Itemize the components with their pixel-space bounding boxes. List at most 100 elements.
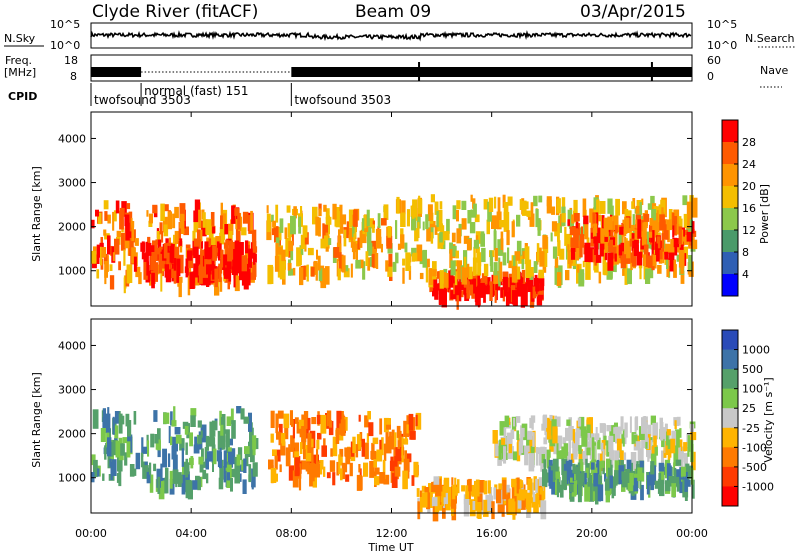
heatmap-cell — [519, 438, 523, 453]
heatmap-cell — [181, 448, 184, 467]
heatmap-cell — [202, 212, 206, 228]
heatmap-cell — [594, 433, 600, 440]
heatmap-cell — [109, 264, 113, 271]
heatmap-cell — [602, 248, 607, 265]
heatmap-cell — [330, 448, 333, 457]
heatmap-cell — [411, 247, 417, 257]
velocity-ylabel: Slant Range [km] — [30, 372, 43, 468]
heatmap-cell — [577, 417, 582, 427]
heatmap-cell — [280, 441, 286, 456]
heatmap-cell — [411, 475, 415, 486]
heatmap-cell — [115, 200, 120, 214]
heatmap-cell — [433, 476, 440, 485]
nsearch-tick-low: 10^0 — [707, 39, 737, 52]
heatmap-cell — [511, 478, 517, 488]
heatmap-cell — [204, 447, 208, 462]
heatmap-cell — [599, 423, 606, 433]
heatmap-cell — [451, 232, 456, 243]
heatmap-cell — [498, 273, 501, 287]
heatmap-cell — [634, 229, 639, 240]
freq-label-line2: [MHz] — [4, 66, 36, 79]
colorbar-tick-label: 1000 — [742, 344, 770, 357]
heatmap-cell — [447, 487, 450, 505]
heatmap-cell — [461, 200, 467, 210]
heatmap-cell — [652, 447, 658, 456]
nsky-series — [90, 30, 692, 42]
heatmap-cell — [418, 198, 423, 214]
heatmap-cell — [417, 501, 420, 520]
heatmap-cell — [371, 253, 375, 268]
x-tick-label: 08:00 — [275, 527, 307, 540]
heatmap-cell — [156, 439, 161, 451]
heatmap-cell — [597, 484, 604, 502]
heatmap-cell — [103, 200, 109, 210]
heatmap-cell — [169, 470, 173, 489]
heatmap-cell — [472, 280, 475, 292]
heatmap-cell — [248, 464, 252, 483]
heatmap-cell — [526, 431, 531, 450]
heatmap-cell — [119, 210, 124, 230]
heatmap-cell — [200, 461, 207, 468]
heatmap-cell — [266, 213, 271, 233]
heatmap-cell — [312, 206, 318, 225]
heatmap-cell — [543, 459, 546, 472]
heatmap-cell — [569, 249, 572, 269]
heatmap-cell — [632, 250, 637, 267]
heatmap-cell — [532, 286, 537, 299]
heatmap-cell — [325, 208, 330, 220]
heatmap-cell — [470, 194, 473, 202]
colorbar-tick-label: 20 — [742, 180, 756, 193]
heatmap-cell — [208, 436, 215, 447]
heatmap-cell — [573, 466, 577, 474]
heatmap-cell — [549, 470, 553, 489]
heatmap-cell — [373, 451, 377, 468]
heatmap-cell — [439, 232, 443, 243]
heatmap-cell — [687, 435, 694, 452]
heatmap-cell — [500, 287, 504, 298]
heatmap-cell — [408, 265, 412, 280]
heatmap-cell — [248, 248, 254, 259]
heatmap-cell — [652, 220, 658, 234]
heatmap-cell — [452, 245, 457, 257]
date-title: 03/Apr/2015 — [580, 2, 686, 22]
heatmap-cell — [283, 413, 290, 429]
heatmap-cell — [432, 269, 437, 277]
heatmap-cell — [604, 473, 607, 482]
heatmap-cell — [565, 460, 571, 470]
heatmap-cell — [221, 436, 226, 450]
heatmap-cell — [397, 440, 400, 449]
heatmap-cell — [185, 479, 192, 499]
heatmap-cell — [290, 268, 293, 276]
heatmap-cell — [633, 477, 639, 492]
heatmap-cell — [472, 198, 476, 209]
heatmap-cell — [208, 238, 212, 247]
y-tick-label: 4000 — [58, 339, 86, 352]
colorbar-bin — [722, 274, 738, 297]
heatmap-cell — [673, 216, 677, 236]
heatmap-cell — [652, 422, 657, 443]
heatmap-cell — [650, 415, 656, 425]
heatmap-cell — [97, 468, 100, 477]
heatmap-cell — [182, 461, 186, 479]
heatmap-cell — [450, 290, 456, 300]
heatmap-cell — [422, 221, 425, 231]
heatmap-cell — [606, 425, 612, 432]
heatmap-cell — [321, 445, 327, 457]
heatmap-cell — [361, 438, 365, 457]
heatmap-cell — [314, 463, 320, 478]
heatmap-cell — [604, 225, 609, 237]
heatmap-cell — [153, 250, 160, 262]
heatmap-cell — [383, 474, 390, 485]
heatmap-cell — [371, 246, 375, 258]
heatmap-cell — [631, 201, 634, 209]
heatmap-cell — [167, 211, 172, 230]
heatmap-cell — [167, 453, 171, 467]
heatmap-cell — [484, 285, 490, 295]
heatmap-cell — [473, 239, 480, 249]
heatmap-cell — [329, 460, 336, 472]
heatmap-cell — [533, 195, 538, 207]
heatmap-cell — [554, 229, 559, 237]
y-tick-label: 3000 — [58, 177, 86, 190]
colorbar-tick-label: 8 — [742, 246, 749, 259]
heatmap-cell — [567, 452, 570, 470]
